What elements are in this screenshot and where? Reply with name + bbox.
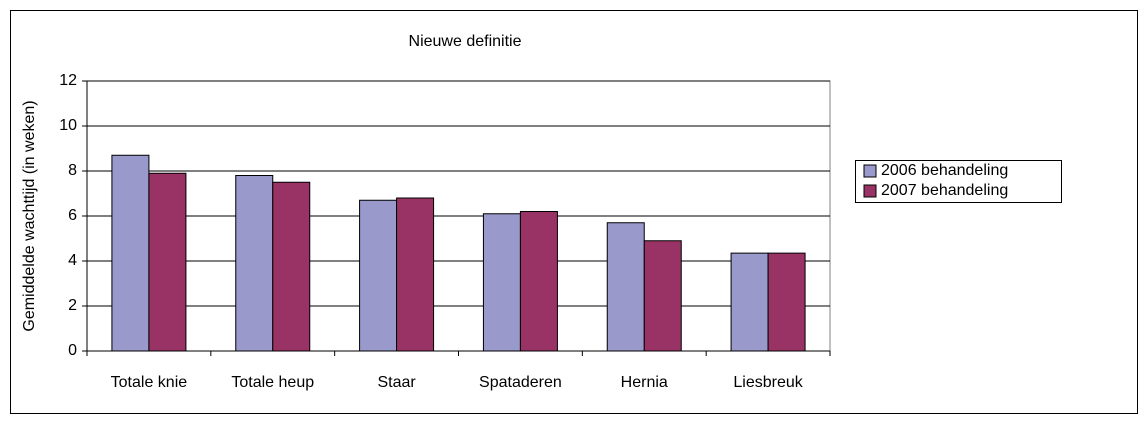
bar <box>519 211 558 352</box>
x-tick-label: Totale knie <box>111 374 188 391</box>
x-tick-label: Spataderen <box>479 374 562 391</box>
bar <box>148 172 187 352</box>
bar <box>235 175 274 352</box>
legend-box <box>855 160 1062 203</box>
chart-title: Nieuwe definitie <box>409 33 522 50</box>
x-tick-label: Liesbreuk <box>733 374 803 391</box>
bar <box>606 222 645 352</box>
bar <box>111 154 150 352</box>
y-tick-label: 2 <box>68 297 77 314</box>
y-tick-label: 12 <box>59 72 77 89</box>
y-tick-label: 6 <box>68 207 77 224</box>
legend-label: 2006 behandeling <box>881 162 1008 179</box>
bar <box>643 240 682 352</box>
y-tick-label: 4 <box>68 252 77 269</box>
legend-label: 2007 behandeling <box>881 182 1008 199</box>
bar <box>359 199 398 352</box>
bar <box>396 197 435 352</box>
bar <box>767 252 806 352</box>
bar <box>730 252 769 352</box>
y-tick-label: 0 <box>68 342 77 359</box>
y-axis-label: Gemiddelde wachttijd (in weken) <box>21 100 38 331</box>
y-tick-label: 10 <box>59 117 77 134</box>
bar <box>482 213 521 352</box>
bar <box>272 181 311 352</box>
x-tick-label: Staar <box>377 374 416 391</box>
y-tick-label: 8 <box>68 162 77 179</box>
x-tick-label: Hernia <box>621 374 668 391</box>
legend-swatch <box>863 184 877 198</box>
x-tick-label: Totale heup <box>231 374 314 391</box>
legend-swatch <box>863 164 877 178</box>
